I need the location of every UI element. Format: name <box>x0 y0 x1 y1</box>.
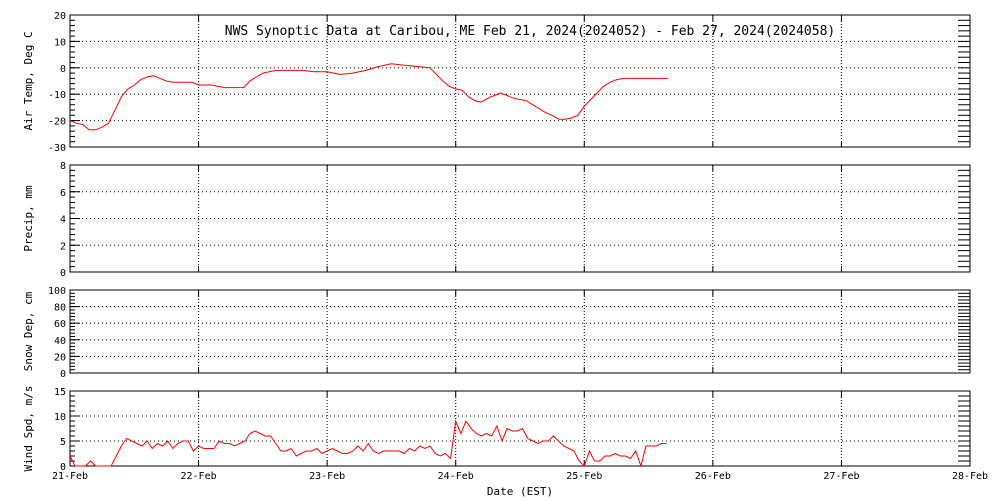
panel-2-y-axis-label: Precip, mm <box>22 185 35 252</box>
x-tick-label: 21-Feb <box>52 471 88 482</box>
x-axis-label: Date (EST) <box>487 485 553 498</box>
panel-4-y-axis-label: Wind Spd, m/s <box>22 385 35 471</box>
panel-3-y-tick-label: 20 <box>54 352 66 363</box>
panel-3-y-tick-label: 60 <box>54 319 66 330</box>
panel-1-series-line <box>69 63 668 131</box>
x-tick-label: 24-Feb <box>438 471 474 482</box>
panel-1-frame <box>69 14 971 148</box>
panel-1-y-tick-label: 0 <box>60 64 66 75</box>
panel-4-frame <box>69 390 971 467</box>
x-tick-label: 22-Feb <box>181 471 217 482</box>
panel-1-y-tick-label: -30 <box>48 143 66 154</box>
panel-3-y-tick-label: 40 <box>54 336 66 347</box>
x-tick-label: 25-Feb <box>566 471 602 482</box>
x-tick-label: 28-Feb <box>952 471 988 482</box>
panel-1-y-tick-label: 10 <box>54 37 66 48</box>
panel-2-y-tick-label: 2 <box>60 241 66 252</box>
panel-2-y-tick-label: 4 <box>60 215 66 226</box>
panel-1-y-axis-label: Air Temp, Deg C <box>22 31 35 130</box>
panel-3-frame <box>69 289 971 374</box>
chart-title: NWS Synoptic Data at Caribou, ME Feb 21,… <box>225 24 835 39</box>
x-tick-label: 27-Feb <box>823 471 859 482</box>
panel-1-y-tick-label: -20 <box>48 117 66 128</box>
panel-4-y-tick-label: 10 <box>54 412 66 423</box>
panel-2-y-tick-label: 8 <box>60 161 66 172</box>
panel-4-series-line <box>69 419 667 468</box>
panel-3-y-tick-label: 100 <box>48 286 66 297</box>
panel-1-y-tick-label: 20 <box>54 11 66 22</box>
panel-2-frame <box>69 164 971 273</box>
panel-3-y-axis-label: Snow Dep, cm <box>22 291 35 371</box>
panel-3-y-tick-label: 0 <box>60 369 66 380</box>
panel-1-y-tick-label: -10 <box>48 90 66 101</box>
panel-3-y-tick-label: 80 <box>54 303 66 314</box>
panel-4-y-tick-label: 5 <box>60 437 66 448</box>
panel-4-y-tick-label: 15 <box>54 387 66 398</box>
x-tick-label: 26-Feb <box>695 471 731 482</box>
panel-2-y-tick-label: 0 <box>60 268 66 279</box>
x-tick-label: 23-Feb <box>309 471 345 482</box>
panel-2-y-tick-label: 6 <box>60 188 66 199</box>
panel-4-y-tick-label: 0 <box>60 462 66 473</box>
